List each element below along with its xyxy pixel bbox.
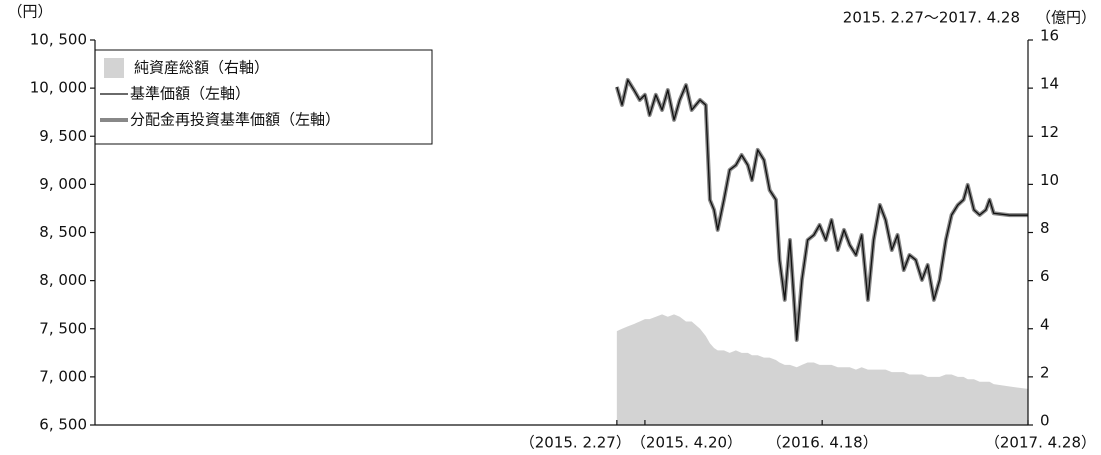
x-tick-label: （2017. 4.28） bbox=[985, 434, 1096, 452]
legend-label: 純資産総額（右軸） bbox=[134, 59, 269, 77]
legend-label: 分配金再投資基準価額（左軸） bbox=[130, 111, 340, 129]
line bbox=[614, 77, 1028, 343]
y-tick-label: 8, 000 bbox=[39, 271, 87, 289]
y2-tick-label: 16 bbox=[1040, 27, 1059, 45]
right-unit: （億円） bbox=[1036, 9, 1096, 27]
x-tick-label: （2015. 2.27） bbox=[520, 434, 631, 452]
y-tick-label: 10, 000 bbox=[30, 79, 87, 97]
y-tick-label: 7, 000 bbox=[39, 367, 87, 385]
period: 2015. 2.27～2017. 4.28 bbox=[843, 9, 1020, 27]
y2-tick-label: 10 bbox=[1040, 171, 1059, 189]
line bbox=[616, 79, 1028, 341]
y-tick-label: 9, 500 bbox=[39, 127, 87, 145]
y2-tick-label: 4 bbox=[1040, 315, 1050, 333]
y-tick-label: 9, 000 bbox=[39, 175, 87, 193]
y2-tick-label: 8 bbox=[1040, 219, 1050, 237]
y2-tick-label: 6 bbox=[1040, 267, 1050, 285]
legend-box bbox=[94, 49, 433, 145]
left-unit: （円） bbox=[7, 3, 52, 21]
y-tick-label: 7, 500 bbox=[39, 319, 87, 337]
x-tick-label: （2015. 4.20） bbox=[631, 434, 742, 452]
legend-swatch bbox=[104, 58, 124, 78]
y2-tick-label: 2 bbox=[1040, 363, 1050, 381]
y-tick-label: 8, 500 bbox=[39, 223, 87, 241]
legend-label: 基準価額（左軸） bbox=[130, 85, 250, 103]
y2-tick-label: 12 bbox=[1040, 123, 1059, 141]
y-tick-label: 6, 500 bbox=[39, 416, 87, 434]
y2-tick-label: 0 bbox=[1040, 412, 1050, 430]
x-tick-label: （2016. 4.18） bbox=[767, 434, 878, 452]
legend bbox=[94, 49, 433, 145]
y-tick-label: 10, 500 bbox=[30, 31, 87, 49]
area bbox=[616, 314, 1028, 425]
y2-tick-label: 14 bbox=[1040, 75, 1059, 93]
